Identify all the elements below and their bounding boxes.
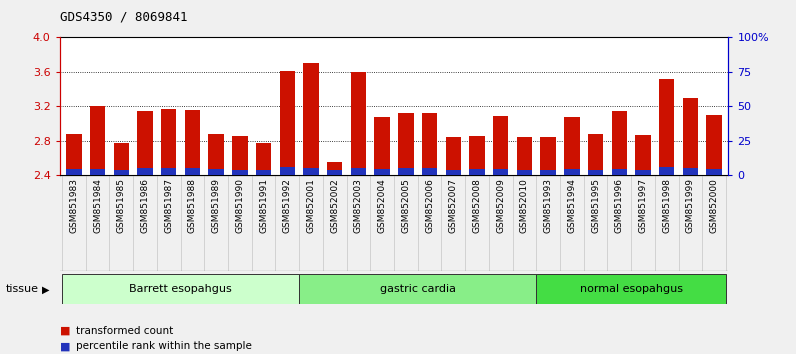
Text: ▶: ▶ xyxy=(42,284,49,295)
Bar xyxy=(446,170,461,175)
Bar xyxy=(66,134,82,175)
Bar xyxy=(62,274,299,304)
Text: GSM851990: GSM851990 xyxy=(236,178,244,233)
Bar xyxy=(256,170,271,175)
Bar xyxy=(327,162,342,175)
Text: GSM852000: GSM852000 xyxy=(709,178,719,233)
Bar xyxy=(635,170,650,175)
Bar xyxy=(493,169,509,175)
Text: ■: ■ xyxy=(60,326,70,336)
Bar xyxy=(517,170,533,175)
Bar xyxy=(351,168,366,175)
Bar xyxy=(659,167,674,175)
Bar xyxy=(90,106,105,175)
Bar xyxy=(209,169,224,175)
Text: transformed count: transformed count xyxy=(76,326,173,336)
Bar xyxy=(470,136,485,175)
Text: GSM852003: GSM852003 xyxy=(354,178,363,233)
Bar xyxy=(611,110,627,175)
Bar xyxy=(706,169,722,175)
Bar xyxy=(635,135,650,175)
Bar xyxy=(540,170,556,175)
Bar xyxy=(564,116,579,175)
Text: GSM852005: GSM852005 xyxy=(401,178,411,233)
Bar xyxy=(374,116,390,175)
Bar xyxy=(537,274,726,304)
Text: GSM851985: GSM851985 xyxy=(117,178,126,233)
Bar xyxy=(114,143,129,175)
Text: GSM851994: GSM851994 xyxy=(568,178,576,233)
Text: tissue: tissue xyxy=(6,284,38,295)
Bar xyxy=(303,168,318,175)
Bar xyxy=(279,71,295,175)
Bar xyxy=(706,115,722,175)
Text: Barrett esopahgus: Barrett esopahgus xyxy=(129,284,232,295)
Bar xyxy=(209,134,224,175)
Text: normal esopahgus: normal esopahgus xyxy=(579,284,683,295)
Bar xyxy=(470,169,485,175)
Bar xyxy=(398,113,414,175)
Bar xyxy=(588,170,603,175)
Bar xyxy=(138,110,153,175)
Text: GSM851999: GSM851999 xyxy=(686,178,695,233)
Bar xyxy=(517,137,533,175)
Bar xyxy=(398,168,414,175)
Text: GSM852010: GSM852010 xyxy=(520,178,529,233)
Text: GSM852007: GSM852007 xyxy=(449,178,458,233)
Bar xyxy=(299,274,537,304)
Bar xyxy=(66,169,82,175)
Bar xyxy=(351,72,366,175)
Text: GSM851991: GSM851991 xyxy=(259,178,268,233)
Text: GSM851983: GSM851983 xyxy=(69,178,79,233)
Bar xyxy=(611,169,627,175)
Bar xyxy=(185,168,200,175)
Bar xyxy=(422,113,437,175)
Text: GSM851988: GSM851988 xyxy=(188,178,197,233)
Bar xyxy=(588,134,603,175)
Text: GSM851992: GSM851992 xyxy=(283,178,292,233)
Bar xyxy=(232,170,248,175)
Bar xyxy=(540,137,556,175)
Bar xyxy=(185,110,200,175)
Text: GSM851989: GSM851989 xyxy=(212,178,220,233)
Text: GDS4350 / 8069841: GDS4350 / 8069841 xyxy=(60,11,187,24)
Text: GSM851997: GSM851997 xyxy=(638,178,647,233)
Bar xyxy=(683,168,698,175)
Text: GSM851987: GSM851987 xyxy=(164,178,174,233)
Text: GSM852002: GSM852002 xyxy=(330,178,339,233)
Bar xyxy=(374,169,390,175)
Bar xyxy=(303,63,318,175)
Text: GSM852004: GSM852004 xyxy=(377,178,387,233)
Bar xyxy=(161,109,177,175)
Bar xyxy=(683,98,698,175)
Bar xyxy=(138,168,153,175)
Text: GSM851996: GSM851996 xyxy=(615,178,624,233)
Bar xyxy=(90,169,105,175)
Bar xyxy=(446,137,461,175)
Text: GSM851984: GSM851984 xyxy=(93,178,102,233)
Bar xyxy=(327,170,342,175)
Text: GSM851993: GSM851993 xyxy=(544,178,552,233)
Bar xyxy=(279,167,295,175)
Bar xyxy=(256,143,271,175)
Bar xyxy=(564,169,579,175)
Bar xyxy=(493,116,509,175)
Text: percentile rank within the sample: percentile rank within the sample xyxy=(76,341,252,351)
Text: ■: ■ xyxy=(60,341,70,351)
Bar xyxy=(232,136,248,175)
Text: GSM851986: GSM851986 xyxy=(141,178,150,233)
Text: gastric cardia: gastric cardia xyxy=(380,284,456,295)
Text: GSM851998: GSM851998 xyxy=(662,178,671,233)
Bar xyxy=(659,79,674,175)
Bar xyxy=(422,168,437,175)
Bar xyxy=(114,170,129,175)
Bar xyxy=(161,168,177,175)
Text: GSM851995: GSM851995 xyxy=(591,178,600,233)
Text: GSM852009: GSM852009 xyxy=(496,178,505,233)
Text: GSM852001: GSM852001 xyxy=(306,178,315,233)
Text: GSM852006: GSM852006 xyxy=(425,178,434,233)
Text: GSM852008: GSM852008 xyxy=(473,178,482,233)
